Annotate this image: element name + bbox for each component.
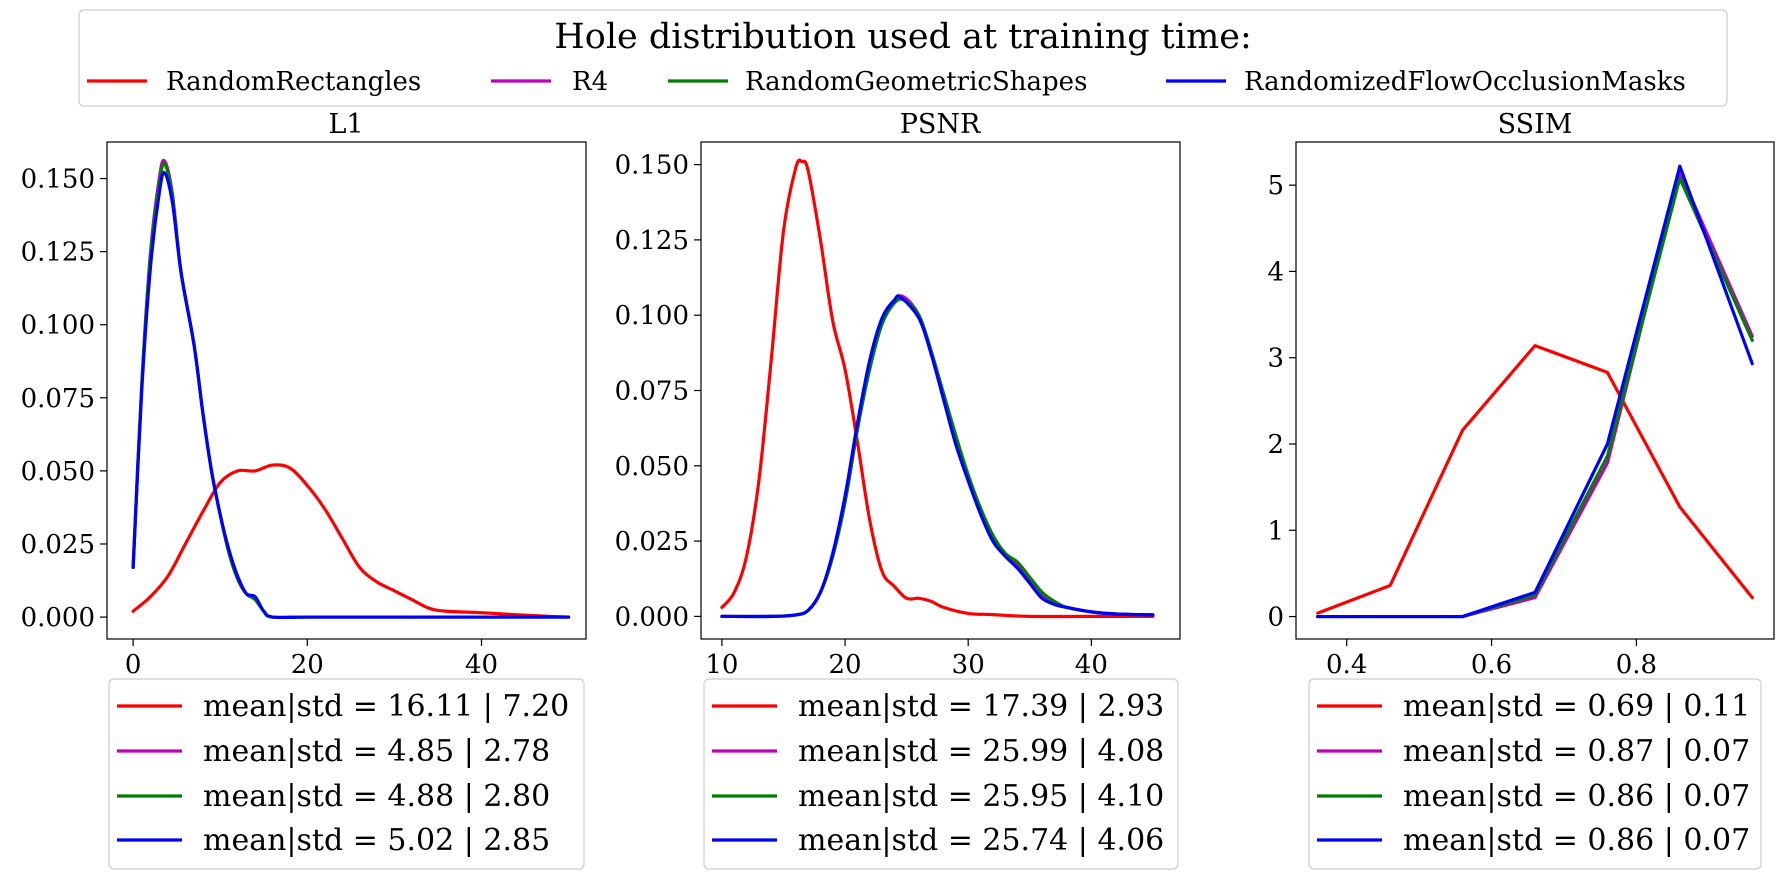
panel-l1-xtick-label-0: 0 <box>125 650 142 680</box>
legend-label-random-rectangles: RandomRectangles <box>166 67 421 97</box>
panel-l1-ytick-label-5: 0.125 <box>21 238 95 268</box>
panel-ssim-series-random-geometric-shapes-line <box>1316 176 1754 619</box>
panel-psnr-stat-1: mean|std = 25.99 | 4.08 <box>798 734 1164 769</box>
panel-l1: L1 0 20 40 0.000 0.025 0.050 0.075 0.100 0.125 0.… <box>21 109 587 870</box>
panel-l1-ytick-label-1: 0.025 <box>21 530 95 560</box>
legend-label-r4: R4 <box>572 67 608 97</box>
panel-l1-ytick-label-4: 0.100 <box>21 311 95 341</box>
panel-ssim-axes-frame <box>1295 141 1775 640</box>
panel-psnr-stat-2: mean|std = 25.95 | 4.10 <box>798 779 1164 814</box>
panel-ssim-ytick-label-1: 1 <box>1267 516 1284 546</box>
panel-ssim-stat-1: mean|std = 0.87 | 0.07 <box>1403 734 1750 769</box>
panel-psnr-ytick-label-6: 0.150 <box>615 151 689 181</box>
legend-title: Hole distribution used at training time: <box>554 17 1252 57</box>
panel-ssim-ytick-label-4: 4 <box>1267 257 1284 287</box>
panel-psnr-stat-0: mean|std = 17.39 | 2.93 <box>798 689 1164 724</box>
panel-ssim-stat-3: mean|std = 0.86 | 0.07 <box>1403 823 1750 858</box>
panel-ssim-ytick-label-3: 3 <box>1267 344 1284 374</box>
panel-l1-stats-legend: mean|std = 16.11 | 7.20 mean|std = 4.85 … <box>108 678 585 870</box>
panel-l1-stats-frame <box>108 678 585 870</box>
panel-ssim-xtick-label-2: 0.8 <box>1616 650 1657 680</box>
panel-l1-series-random-rectangles-line <box>131 463 571 619</box>
panel-psnr-plot: 10 20 30 40 0.000 0.025 0.050 0.075 0.100 0.125 0.… <box>615 151 1155 680</box>
panel-l1-series-randomized-flow-occlusion-masks-line <box>131 170 571 620</box>
legend-label-randomized-flow-occlusion-masks: RandomizedFlowOcclusionMasks <box>1244 67 1686 97</box>
panel-psnr-series-r4-line <box>720 294 1155 619</box>
panel-l1-stat-2: mean|std = 4.88 | 2.80 <box>203 779 550 814</box>
panel-ssim-stats-legend: mean|std = 0.69 | 0.11 mean|std = 0.87 |… <box>1308 678 1762 870</box>
panel-psnr-series-randomized-flow-occlusion-masks-line <box>720 294 1155 619</box>
panel-psnr-series-random-rectangles-line <box>720 158 1155 619</box>
panel-ssim: SSIM 0.4 0.6 0.8 0 1 2 3 4 5 mean|std = 0.69 | 0… <box>1267 109 1775 870</box>
panel-psnr-series-random-geometric-shapes-line <box>720 297 1155 619</box>
panel-ssim-series-randomized-flow-occlusion-masks-line <box>1316 164 1754 619</box>
panel-psnr-ytick-label-4: 0.100 <box>615 301 689 331</box>
panel-ssim-stat-2: mean|std = 0.86 | 0.07 <box>1403 779 1750 814</box>
panel-l1-ytick-label-0: 0.000 <box>21 603 95 633</box>
panel-psnr-stats-legend: mean|std = 17.39 | 2.93 mean|std = 25.99… <box>703 678 1179 870</box>
panel-psnr-ytick-label-3: 0.075 <box>615 377 689 407</box>
panel-l1-stat-1: mean|std = 4.85 | 2.78 <box>203 734 550 769</box>
panel-psnr-ytick-label-1: 0.025 <box>615 527 689 557</box>
panel-ssim-series-r4-line <box>1316 170 1754 619</box>
panel-ssim-stat-0: mean|std = 0.69 | 0.11 <box>1403 689 1750 724</box>
panel-ssim-xtick-label-1: 0.6 <box>1471 650 1512 680</box>
panel-ssim-ytick-label-2: 2 <box>1267 430 1284 460</box>
panel-l1-stat-0: mean|std = 16.11 | 7.20 <box>203 689 569 724</box>
panel-psnr-axes-frame <box>700 141 1181 640</box>
panel-psnr-stats-frame <box>703 678 1179 870</box>
legend-label-random-geometric-shapes: RandomGeometricShapes <box>745 67 1087 97</box>
panel-l1-plot: 0 20 40 0.000 0.025 0.050 0.075 0.100 0.125 0.150 <box>21 158 571 680</box>
panel-ssim-ytick-label-0: 0 <box>1267 603 1284 633</box>
panel-l1-xtick-label-2: 40 <box>465 650 498 680</box>
panel-psnr-xtick-label-2: 30 <box>952 650 985 680</box>
panel-ssim-xtick-label-0: 0.4 <box>1326 650 1367 680</box>
panel-psnr-ytick-label-0: 0.000 <box>615 602 689 632</box>
panel-psnr-xtick-label-0: 10 <box>705 650 738 680</box>
panel-ssim-ytick-label-5: 5 <box>1267 171 1284 201</box>
panel-psnr-title: PSNR <box>900 109 981 140</box>
panel-psnr-xtick-label-1: 20 <box>829 650 862 680</box>
panel-psnr: PSNR 10 20 30 40 0.000 0.025 0.050 0.075 0.100 0.… <box>615 109 1181 870</box>
panel-l1-axes-frame <box>106 141 587 640</box>
panel-l1-ytick-label-6: 0.150 <box>21 165 95 195</box>
panel-l1-title: L1 <box>328 109 363 140</box>
panel-ssim-plot: 0.4 0.6 0.8 0 1 2 3 4 5 <box>1267 164 1754 680</box>
panel-psnr-ytick-label-5: 0.125 <box>615 226 689 256</box>
panel-psnr-stat-3: mean|std = 25.74 | 4.06 <box>798 823 1164 858</box>
panel-l1-xtick-label-1: 20 <box>291 650 324 680</box>
panel-psnr-ytick-label-2: 0.050 <box>615 452 689 482</box>
panel-l1-ytick-label-3: 0.075 <box>21 384 95 414</box>
top-legend: Hole distribution used at training time:… <box>78 9 1728 107</box>
panel-l1-stat-3: mean|std = 5.02 | 2.85 <box>203 823 550 858</box>
panel-ssim-title: SSIM <box>1498 109 1573 140</box>
panel-psnr-xtick-label-3: 40 <box>1075 650 1108 680</box>
panel-ssim-stats-frame <box>1308 678 1762 870</box>
panel-ssim-series-random-rectangles-line <box>1316 344 1754 615</box>
panel-l1-ytick-label-2: 0.050 <box>21 457 95 487</box>
